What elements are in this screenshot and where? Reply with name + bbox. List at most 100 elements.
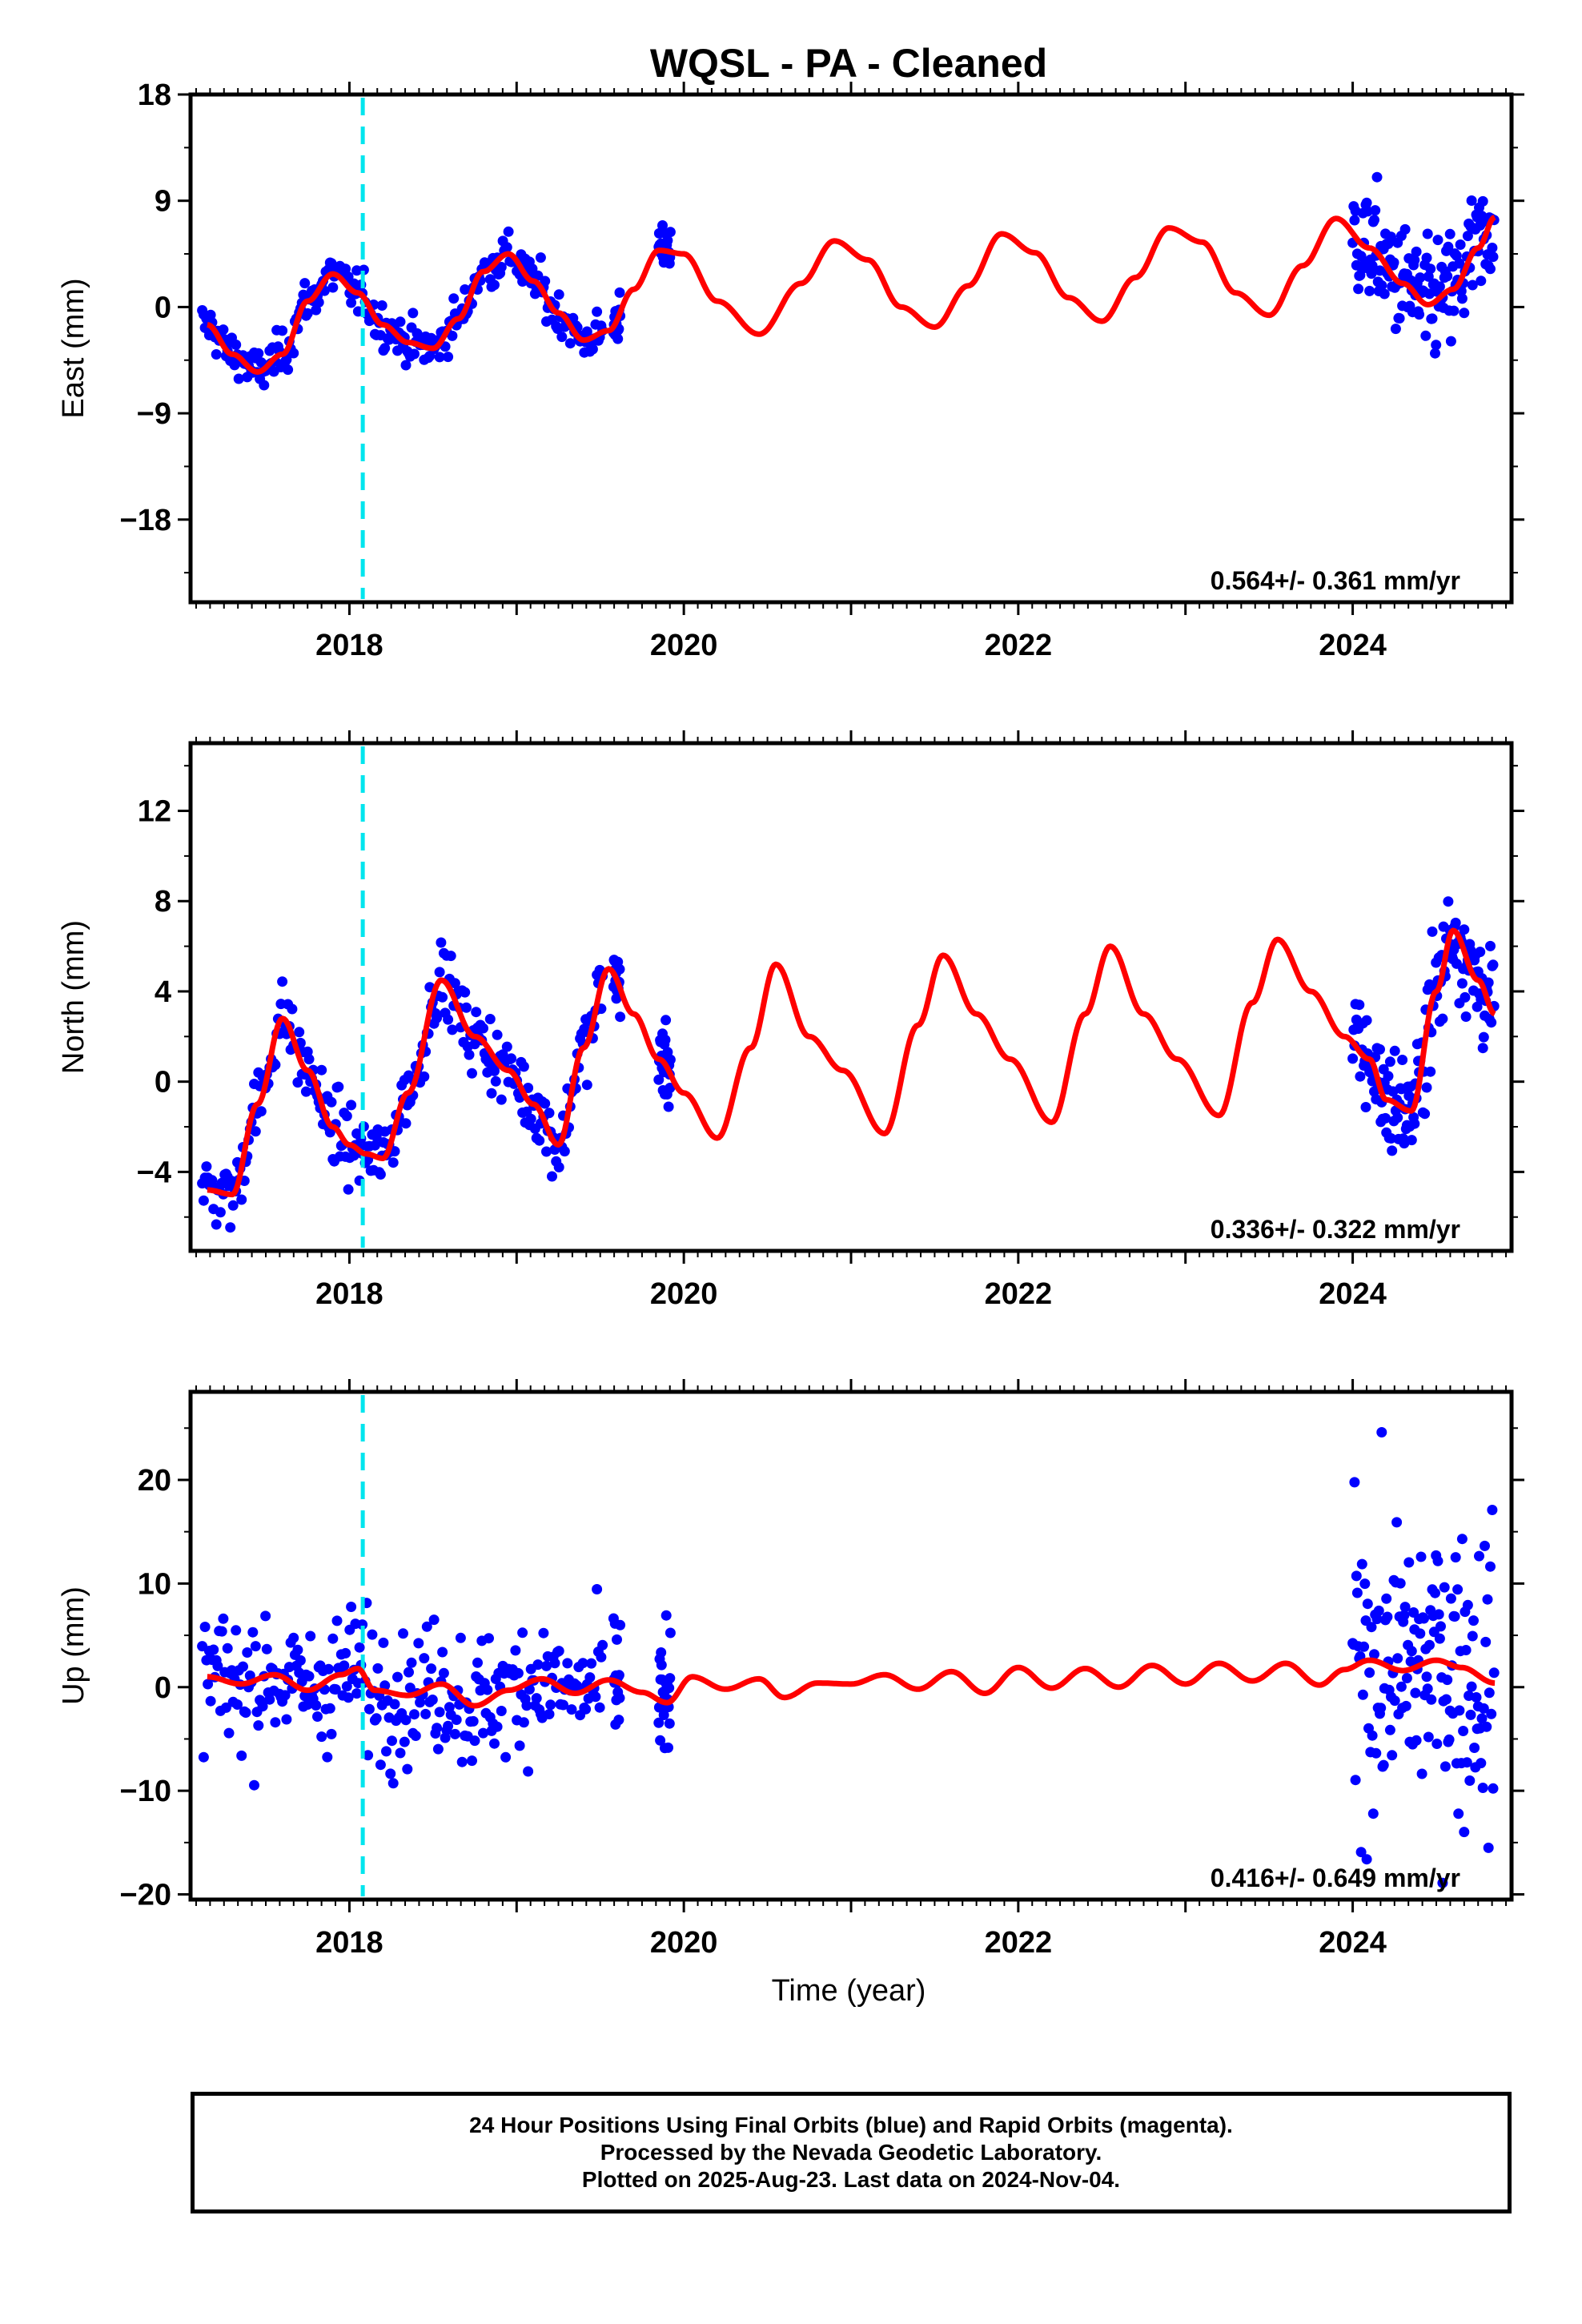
data-point: [484, 1014, 496, 1024]
data-point: [1359, 1578, 1371, 1590]
data-point: [1395, 1681, 1407, 1692]
data-point: [1367, 1730, 1378, 1741]
data-point: [1443, 241, 1454, 252]
y-tick-label: 12: [138, 795, 171, 829]
y-tick-label: 8: [155, 885, 171, 919]
data-point: [581, 1080, 592, 1091]
data-point: [500, 1751, 512, 1763]
data-point: [379, 343, 391, 354]
data-point: [532, 270, 544, 281]
data-point: [1488, 959, 1499, 971]
data-point: [398, 1628, 408, 1639]
data-point: [208, 1644, 219, 1655]
x-tick-label: 2020: [650, 1277, 718, 1311]
data-point: [409, 348, 420, 360]
data-point: [1382, 1611, 1393, 1622]
data-point: [371, 1713, 382, 1724]
data-point: [400, 360, 412, 371]
data-point: [198, 1195, 209, 1206]
data-point: [1471, 1692, 1482, 1703]
data-point: [1466, 1681, 1477, 1692]
data-point: [665, 1673, 676, 1684]
panel-east: 18 9 0 −9 −18 2018 2020 2022 2024 East (mm) 0.564+…: [57, 78, 1524, 662]
data-point: [541, 1660, 552, 1671]
data-point: [1355, 1071, 1366, 1082]
data-point: [612, 1634, 622, 1645]
data-point: [1483, 977, 1494, 988]
y-tick-label: 0: [155, 1671, 171, 1705]
data-point: [277, 325, 288, 336]
data-point: [419, 1071, 430, 1082]
data-point: [372, 1663, 383, 1674]
data-point: [1406, 1135, 1417, 1146]
plot-frame: [188, 741, 1514, 1253]
data-point: [614, 287, 625, 298]
data-point: [1371, 171, 1383, 183]
data-point: [663, 1742, 673, 1753]
data-point: [512, 1667, 524, 1679]
data-point: [525, 1113, 536, 1124]
data-point: [1362, 1598, 1373, 1610]
data-point: [472, 1657, 483, 1668]
data-point: [432, 1743, 444, 1755]
data-point: [556, 332, 568, 343]
data-point: [1462, 1599, 1473, 1610]
footer-box: 24 Hour Positions Using Final Orbits (bl…: [191, 2092, 1512, 2213]
data-point: [467, 1755, 477, 1767]
data-point: [434, 352, 445, 363]
data-point: [1422, 1683, 1433, 1695]
data-point: [597, 1639, 608, 1651]
data-point: [236, 1750, 247, 1761]
data-point: [250, 1641, 261, 1652]
data-point: [399, 1736, 410, 1747]
data-point: [524, 1684, 535, 1695]
data-point: [354, 1642, 365, 1653]
data-point: [1435, 1621, 1446, 1632]
data-point: [1376, 1427, 1387, 1437]
data-point: [580, 1703, 592, 1715]
data-point: [1476, 275, 1487, 287]
data-point: [1403, 1557, 1415, 1568]
data-point: [199, 1622, 211, 1632]
data-point: [201, 1161, 212, 1172]
data-point: [1459, 924, 1470, 935]
model-curve: [206, 1657, 1496, 1709]
data-point: [375, 1169, 386, 1180]
data-point: [661, 1015, 672, 1026]
data-point: [661, 1610, 672, 1621]
data-point: [1351, 1570, 1362, 1582]
data-point: [665, 227, 676, 238]
data-point: [346, 297, 357, 308]
data-point: [486, 1088, 497, 1099]
data-point: [231, 340, 242, 350]
data-point: [240, 1707, 251, 1718]
data-point: [395, 1747, 406, 1759]
data-point: [326, 1096, 337, 1108]
data-point: [1459, 308, 1470, 319]
data-point: [1480, 1540, 1490, 1551]
data-point: [490, 1076, 501, 1087]
data-point: [1379, 288, 1390, 300]
footer-line-2: Processed by the Nevada Geodetic Laborat…: [600, 2140, 1102, 2165]
data-point: [562, 1658, 573, 1669]
data-point: [247, 1626, 259, 1638]
data-point: [443, 352, 454, 363]
x-tick-label: 2022: [985, 1277, 1053, 1311]
data-point: [663, 1101, 674, 1112]
data-point: [596, 1651, 607, 1663]
data-point: [402, 1763, 413, 1775]
data-point: [1369, 215, 1379, 226]
data-point: [216, 1626, 227, 1637]
data-point: [1427, 313, 1438, 324]
chart-title: WQSL - PA - Cleaned: [650, 41, 1047, 86]
data-point: [665, 1627, 676, 1638]
data-point: [211, 1219, 222, 1230]
data-point: [1432, 235, 1443, 246]
data-point: [1442, 271, 1453, 282]
data-point: [1481, 1721, 1492, 1732]
data-point: [255, 1106, 267, 1117]
data-point: [613, 1670, 624, 1681]
data-point: [447, 330, 458, 341]
data-point: [351, 1688, 363, 1699]
data-point: [378, 1637, 389, 1648]
